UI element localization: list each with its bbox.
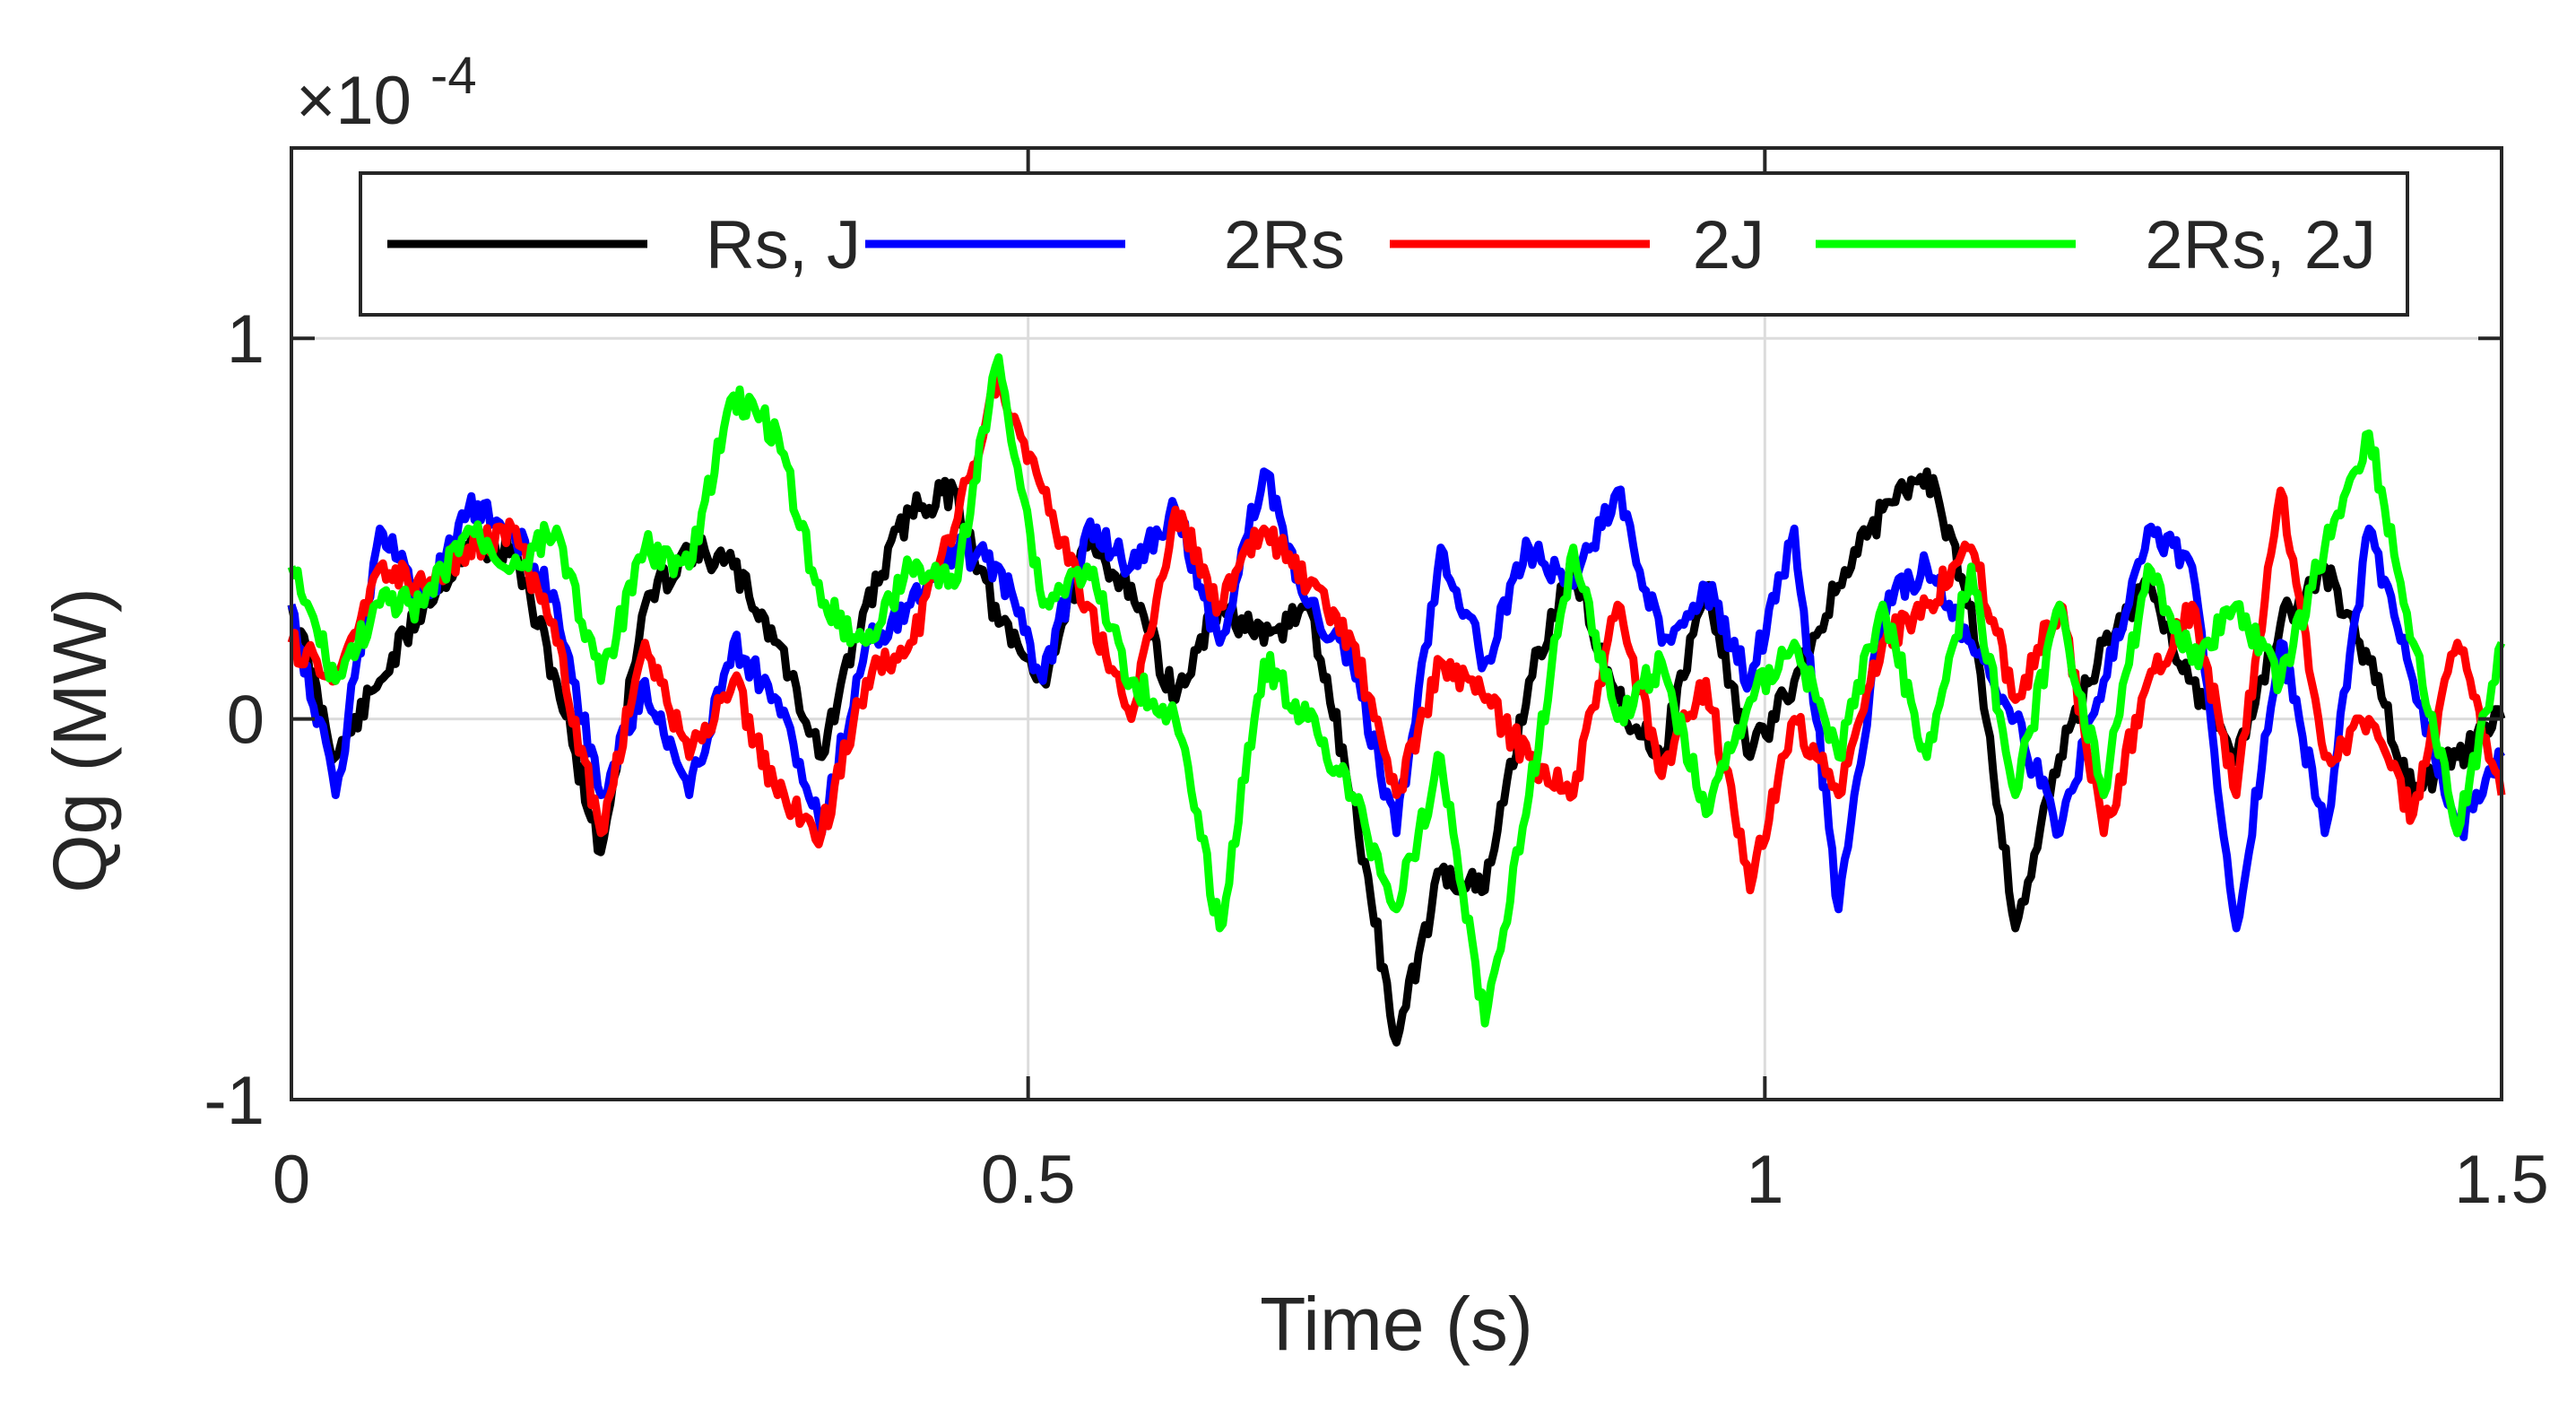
y-axis-label: Qg (MW) <box>38 587 122 893</box>
legend-label-3: 2J <box>1693 207 1765 283</box>
x-tick-label: 0.5 <box>981 1142 1076 1218</box>
y-exponent-base: ×10 <box>296 63 412 139</box>
y-exponent-label: ×10 -4 <box>296 47 477 139</box>
axis-ticks <box>290 148 2503 1101</box>
x-tick-label: 1 <box>1746 1142 1783 1218</box>
plot-frame <box>290 146 2503 1101</box>
legend: Rs, J 2Rs 2J 2Rs, 2J <box>359 171 2409 317</box>
y-tick-label: 0 <box>227 683 265 759</box>
series-line-2 <box>287 467 2505 933</box>
x-tick-label: 1.5 <box>2454 1142 2549 1218</box>
series-line-1 <box>287 467 2506 1047</box>
y-exponent-power: -4 <box>430 47 477 105</box>
y-tick-label: -1 <box>204 1063 265 1139</box>
series-layer <box>287 352 2506 1047</box>
series-line-3 <box>287 372 2506 895</box>
legend-label-4: 2Rs, 2J <box>2145 207 2376 283</box>
series-line-4 <box>287 352 2506 1028</box>
legend-label-1: Rs, J <box>706 207 861 283</box>
legend-box <box>359 171 2409 317</box>
y-tick-label: 1 <box>227 301 265 378</box>
legend-label-2: 2Rs <box>1224 207 1345 283</box>
x-axis-label: Time (s) <box>1260 1282 1533 1366</box>
tick-labels: 0 0.5 1 1.5-101 <box>204 301 2548 1218</box>
x-tick-label: 0 <box>273 1142 310 1218</box>
